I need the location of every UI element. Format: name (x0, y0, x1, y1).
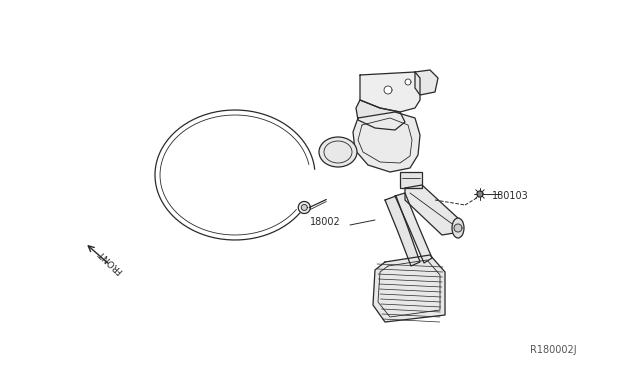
Polygon shape (301, 205, 307, 211)
Polygon shape (477, 191, 483, 197)
Polygon shape (415, 70, 438, 95)
Polygon shape (384, 86, 392, 94)
Polygon shape (385, 196, 420, 266)
Polygon shape (298, 202, 310, 214)
Ellipse shape (319, 137, 357, 167)
Polygon shape (356, 100, 405, 130)
Polygon shape (360, 72, 420, 112)
Text: 180103: 180103 (492, 191, 529, 201)
Polygon shape (454, 224, 462, 232)
Polygon shape (395, 193, 432, 263)
Ellipse shape (452, 218, 464, 238)
Text: FRONT: FRONT (96, 247, 124, 275)
Polygon shape (405, 185, 460, 235)
Polygon shape (353, 112, 420, 172)
Bar (400, 172, 422, 188)
Polygon shape (373, 255, 445, 322)
Text: 18002: 18002 (310, 217, 340, 227)
Text: R180002J: R180002J (530, 345, 577, 355)
Polygon shape (405, 79, 411, 85)
